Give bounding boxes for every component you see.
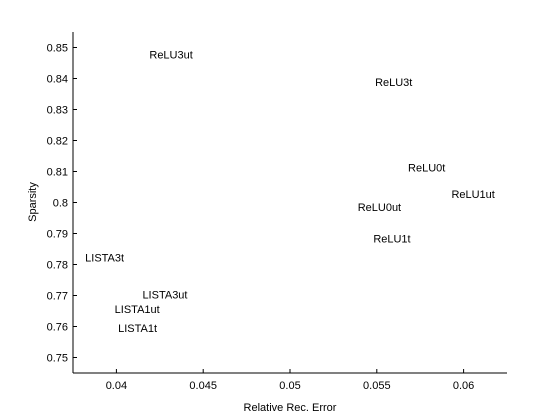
y-tick-label: 0.78	[47, 260, 68, 272]
point-label: LISTA1ut	[115, 304, 160, 316]
point-label: ReLU1t	[373, 233, 410, 245]
y-tick-label: 0.76	[47, 322, 68, 334]
y-tick-label: 0.77	[47, 291, 68, 303]
y-tick-label: 0.75	[47, 353, 68, 365]
y-tick-label: 0.83	[47, 105, 68, 117]
point-label: ReLU3ut	[149, 49, 192, 61]
y-tick-label: 0.8	[53, 198, 68, 210]
y-tick-label: 0.85	[47, 43, 68, 55]
plot-area	[73, 32, 507, 373]
point-label: ReLU3t	[375, 77, 412, 89]
point-label: LISTA1t	[118, 323, 157, 335]
x-tick-label: 0.04	[106, 380, 127, 392]
x-ticks: 0.04 0.045 0.05 0.055 0.06	[106, 369, 474, 392]
y-ticks: 0.75 0.76 0.77 0.78 0.79 0.8 0.81 0.82 0.83 0.84 0…	[47, 43, 77, 365]
point-label: LISTA3t	[85, 252, 124, 264]
x-axis-label: Relative Rec. Error	[244, 402, 337, 414]
y-tick-label: 0.82	[47, 136, 68, 148]
point-label: ReLU0ut	[358, 202, 401, 214]
point-label: ReLU0t	[408, 162, 445, 174]
x-tick-label: 0.05	[279, 380, 300, 392]
point-label: ReLU1ut	[451, 189, 494, 201]
y-tick-label: 0.81	[47, 167, 68, 179]
point-labels: ReLU3ut ReLU3t ReLU0t ReLU1ut ReLU0ut ReLU1t L…	[85, 49, 495, 335]
y-tick-label: 0.84	[47, 74, 68, 86]
x-tick-label: 0.045	[189, 380, 217, 392]
x-tick-label: 0.055	[363, 380, 391, 392]
point-label: LISTA3ut	[142, 289, 187, 301]
y-tick-label: 0.79	[47, 229, 68, 241]
y-axis-label: Sparsity	[27, 182, 39, 222]
x-tick-label: 0.06	[453, 380, 474, 392]
